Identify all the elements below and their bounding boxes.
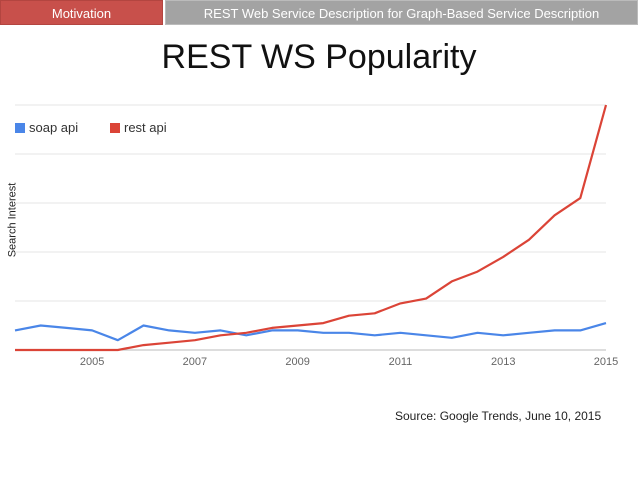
header-tabs: Motivation REST Web Service Description … (0, 0, 638, 25)
legend-swatch (15, 123, 25, 133)
series-line-soap-api (14, 322, 607, 342)
legend-label: rest api (124, 120, 167, 135)
x-tick-label: 2005 (80, 356, 104, 368)
page-title: REST WS Popularity (161, 38, 477, 76)
x-axis-ticks: 2005 2007 2009 2011 2013 2015 (80, 356, 618, 368)
x-tick-label: 2009 (285, 356, 309, 368)
chart-series (14, 104, 608, 352)
x-tick-label: 2015 (594, 356, 618, 368)
legend-label: soap api (29, 120, 78, 135)
x-tick-label: 2013 (491, 356, 515, 368)
x-tick-label: 2011 (389, 356, 413, 368)
x-tick-label: 2007 (183, 356, 207, 368)
series-line-rest-api (15, 104, 608, 352)
legend-swatch (110, 123, 120, 133)
chart-legend: soap api rest api (15, 120, 167, 135)
tab-motivation[interactable]: Motivation (0, 0, 163, 25)
trend-chart: 2005 2007 2009 2011 2013 2015 soap api rest ap… (14, 104, 618, 368)
tab-rest-web-service-description[interactable]: REST Web Service Description for Graph-B… (165, 0, 638, 25)
chart-grid (15, 104, 606, 351)
source-caption: Source: Google Trends, June 10, 2015 (395, 409, 602, 423)
